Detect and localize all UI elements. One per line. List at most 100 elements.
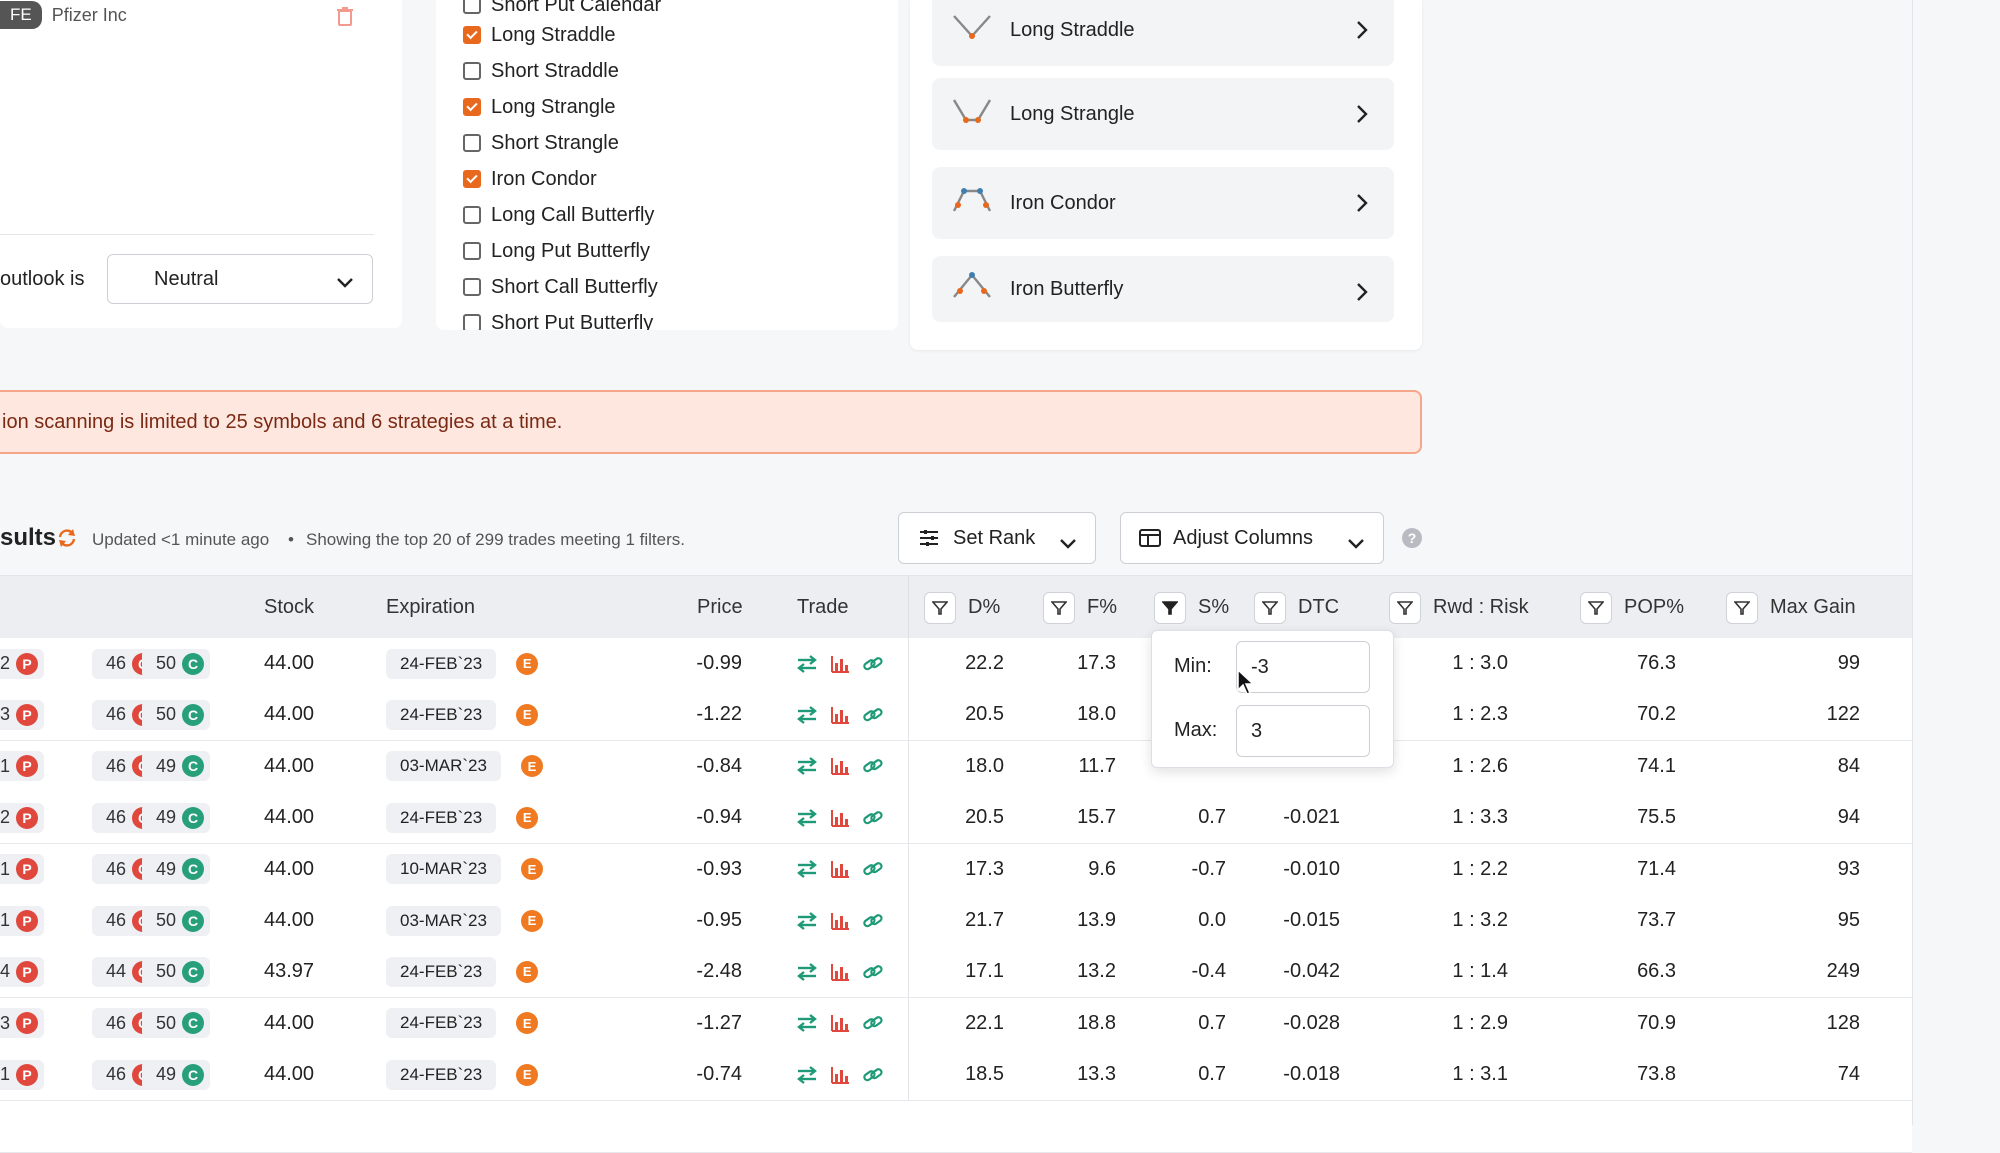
table-row[interactable]: 2P 46C 49C 44.00 24-FEB`23E -0.94 20.5 1…	[0, 792, 1912, 845]
link-icon[interactable]	[862, 808, 884, 828]
filter-icon[interactable]	[1043, 591, 1075, 624]
set-rank-button[interactable]: Set Rank	[898, 512, 1096, 564]
filter-icon[interactable]	[1254, 591, 1286, 624]
col-pop[interactable]: POP%	[1580, 576, 1684, 639]
chart-icon[interactable]	[830, 962, 850, 982]
max-input[interactable]: 3	[1236, 705, 1370, 757]
help-icon[interactable]: ?	[1402, 528, 1422, 548]
put-badge: P	[16, 909, 39, 932]
chart-icon[interactable]	[830, 1065, 850, 1085]
strategy-card[interactable]: Iron Butterfly	[932, 256, 1394, 322]
checkbox-unchecked[interactable]	[463, 0, 481, 14]
link-icon[interactable]	[862, 654, 884, 674]
strategy-checkbox-row[interactable]: Short Put Calendar	[463, 0, 661, 20]
filter-icon[interactable]	[924, 591, 956, 624]
chevron-right-icon[interactable]	[1356, 282, 1368, 308]
swap-icon[interactable]	[796, 808, 818, 828]
link-icon[interactable]	[862, 911, 884, 931]
link-icon[interactable]	[862, 962, 884, 982]
refresh-icon[interactable]	[56, 527, 78, 554]
strategy-checkbox-row[interactable]: Long Put Butterfly	[463, 236, 650, 266]
chevron-right-icon[interactable]	[1356, 20, 1368, 46]
checkbox-unchecked[interactable]	[463, 62, 481, 80]
earnings-icon: E	[516, 1063, 539, 1086]
filter-icon[interactable]	[1389, 591, 1421, 624]
checkbox-unchecked[interactable]	[463, 134, 481, 152]
filter-icon[interactable]	[1580, 591, 1612, 624]
min-input[interactable]: -3	[1236, 641, 1370, 693]
chart-icon[interactable]	[830, 705, 850, 725]
chart-icon[interactable]	[830, 654, 850, 674]
col-s[interactable]: S%	[1154, 576, 1229, 639]
checkbox-unchecked[interactable]	[463, 278, 481, 296]
table-row[interactable]: 1P 46 C 49C 44.00 10-MAR`23 E -0.93 17.3 9…	[0, 843, 1912, 896]
swap-icon[interactable]	[796, 705, 818, 725]
table-row[interactable]: 3P 46 C 50C 44.00 24-FEB`23 E -1.22 20.5 1…	[0, 689, 1912, 742]
chart-icon[interactable]	[830, 756, 850, 776]
checkbox-unchecked[interactable]	[463, 314, 481, 330]
swap-icon[interactable]	[796, 962, 818, 982]
strategy-checkbox-row[interactable]: Short Straddle	[463, 56, 619, 86]
symbol-chip[interactable]: FE	[0, 1, 42, 29]
swap-icon[interactable]	[796, 654, 818, 674]
outlook-dropdown[interactable]: Neutral	[107, 254, 373, 304]
strategy-checkbox-row[interactable]: Short Put Butterfly	[463, 308, 653, 330]
col-stock[interactable]: Stock	[264, 596, 315, 618]
col-d[interactable]: D%	[924, 576, 1000, 639]
swap-icon[interactable]	[796, 756, 818, 776]
col-price[interactable]: Price	[697, 596, 743, 618]
link-icon[interactable]	[862, 705, 884, 725]
strategy-card[interactable]: Iron Condor	[932, 167, 1394, 239]
leg-strike: 1	[0, 1064, 11, 1085]
chevron-right-icon[interactable]	[1356, 193, 1368, 219]
outlook-label: outlook is	[0, 268, 85, 290]
link-icon[interactable]	[862, 1065, 884, 1085]
table-row[interactable]: 2P 46 C 50C 44.00 24-FEB`23 E -0.99 22.2 1…	[0, 638, 1912, 690]
table-row[interactable]: 3P 46 C 50C 44.00 24-FEB`23 E -1.27 22.1 1…	[0, 997, 1912, 1050]
chart-icon[interactable]	[830, 859, 850, 879]
filter-active-icon[interactable]	[1154, 591, 1186, 624]
col-expiration[interactable]: Expiration	[386, 596, 475, 618]
chart-icon[interactable]	[830, 911, 850, 931]
checkbox-unchecked[interactable]	[463, 206, 481, 224]
swap-icon[interactable]	[796, 1013, 818, 1033]
strategy-checkbox-row[interactable]: Iron Condor	[463, 164, 597, 194]
min-label: Min:	[1174, 655, 1212, 677]
link-icon[interactable]	[862, 756, 884, 776]
col-rr[interactable]: Rwd : Risk	[1389, 576, 1529, 639]
strategy-checkbox-row[interactable]: Long Straddle	[463, 20, 616, 50]
table-row[interactable]: 1P 46 C 50C 44.00 03-MAR`23 E -0.95 21.7 1…	[0, 895, 1912, 947]
chevron-right-icon[interactable]	[1356, 104, 1368, 130]
table-row[interactable]: 4P 44 C 50C 43.97 24-FEB`23 E -2.48 17.1 1…	[0, 946, 1912, 999]
strategy-checkbox-row[interactable]: Short Call Butterfly	[463, 272, 658, 302]
col-maxgain[interactable]: Max Gain	[1726, 576, 1856, 639]
filter-icon[interactable]	[1726, 591, 1758, 624]
checkbox-checked[interactable]	[463, 170, 481, 188]
link-icon[interactable]	[862, 1013, 884, 1033]
col-f[interactable]: F%	[1043, 576, 1117, 639]
checkbox-checked[interactable]	[463, 26, 481, 44]
strategy-card[interactable]: Long Straddle	[932, 0, 1394, 66]
swap-icon[interactable]	[796, 911, 818, 931]
strategy-checkbox-row[interactable]: Short Strangle	[463, 128, 619, 158]
chart-icon[interactable]	[830, 1013, 850, 1033]
d-pct: 22.1	[965, 1011, 1004, 1034]
link-icon[interactable]	[862, 859, 884, 879]
strategy-checkbox-row[interactable]: Long Strangle	[463, 92, 616, 122]
trash-icon[interactable]	[336, 6, 354, 31]
col-trade[interactable]: Trade	[797, 596, 849, 618]
swap-icon[interactable]	[796, 859, 818, 879]
checkbox-checked[interactable]	[463, 98, 481, 116]
checkbox-unchecked[interactable]	[463, 242, 481, 260]
strategy-card[interactable]: Long Strangle	[932, 78, 1394, 150]
table-row[interactable]: 1P 46 C 49C 44.00 24-FEB`23 E -0.74 18.5 1…	[0, 1049, 1912, 1102]
chart-icon[interactable]	[830, 808, 850, 828]
col-dtc[interactable]: DTC	[1254, 576, 1339, 639]
adjust-columns-button[interactable]: Adjust Columns	[1120, 512, 1384, 564]
swap-icon[interactable]	[796, 1065, 818, 1085]
table-row[interactable]: 1P 46 C 49C 44.00 03-MAR`23 E -0.84 18.0 1…	[0, 740, 1912, 793]
strategy-checkbox-row[interactable]: Long Call Butterfly	[463, 200, 654, 230]
